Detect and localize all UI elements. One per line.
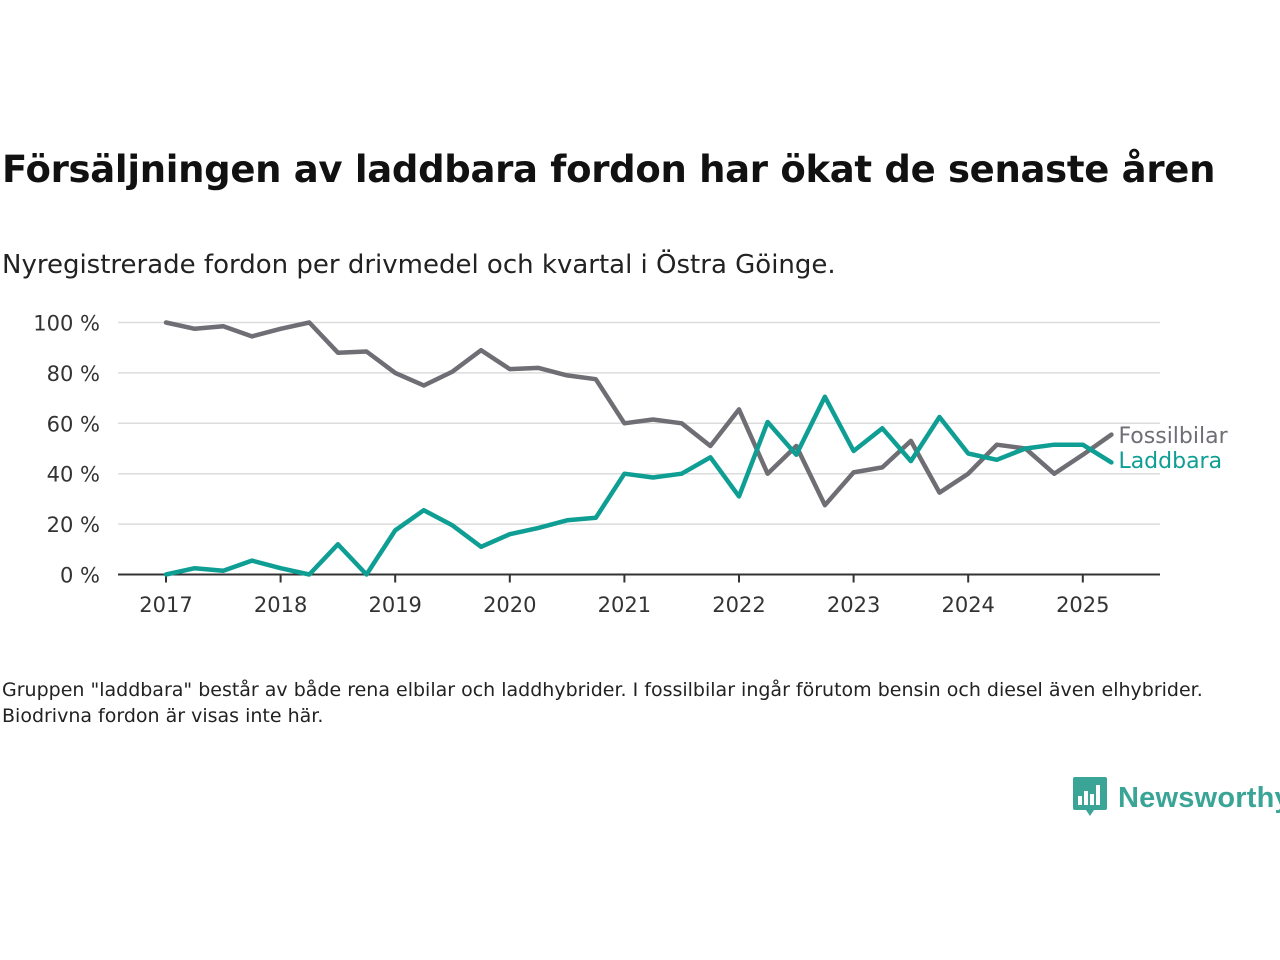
x-tick-label: 2018 — [254, 593, 307, 617]
series-line-fossilbilar — [163, 320, 1114, 508]
x-tick-label: 2021 — [598, 593, 651, 617]
x-tick-label: 2025 — [1056, 593, 1109, 617]
x-tick-label: 2019 — [368, 593, 421, 617]
x-tick-label: 2024 — [941, 593, 994, 617]
series-label-laddbara: Laddbara — [1118, 449, 1222, 474]
y-tick-label: 60 % — [47, 412, 100, 436]
y-tick-label: 0 % — [60, 564, 100, 588]
x-tick-label: 2017 — [139, 593, 192, 617]
y-tick-label: 40 % — [47, 463, 100, 487]
footnote: Gruppen "laddbara" består av både rena e… — [2, 679, 1203, 727]
y-tick-label: 20 % — [47, 513, 100, 537]
chart-subtitle: Nyregistrerade fordon per drivmedel och … — [2, 250, 836, 280]
series-label-fossilbilar: Fossilbilar — [1118, 424, 1228, 449]
y-tick-label: 100 % — [33, 312, 100, 336]
y-axis: 0 % 20 % 40 % 60 % 80 % 100 % — [33, 312, 100, 588]
brand-logo[interactable]: Newsworthy — [1072, 776, 1280, 820]
brand-name: Newsworthy — [1118, 781, 1280, 814]
series-line-laddbara — [163, 394, 1114, 577]
x-tick-label: 2022 — [712, 593, 765, 617]
series-lines — [163, 320, 1114, 577]
chart-title: Försäljningen av laddbara fordon har öka… — [2, 148, 1216, 191]
line-chart: 0 % 20 % 40 % 60 % 80 % 100 % 2017 2018 2019 202… — [33, 312, 1228, 618]
x-axis: 2017 2018 2019 2020 2021 2022 2023 2024 2025 — [118, 573, 1160, 617]
x-tick-label: 2020 — [483, 593, 536, 617]
newsworthy-logo-icon — [1072, 775, 1108, 821]
y-tick-label: 80 % — [47, 362, 100, 386]
x-tick-label: 2023 — [827, 593, 880, 617]
